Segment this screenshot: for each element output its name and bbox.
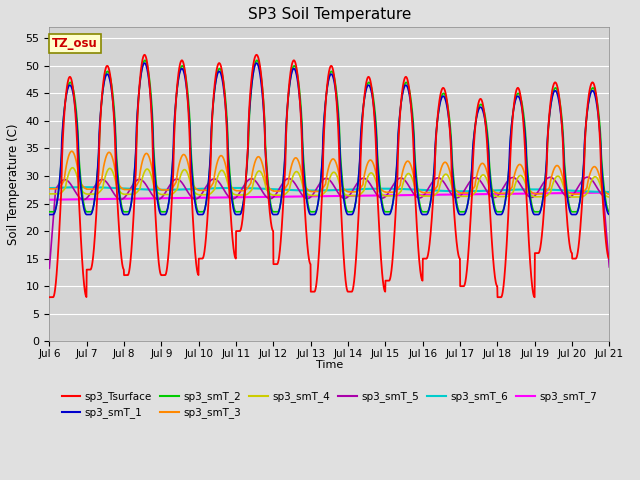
sp3_Tsurface — [492, 281, 500, 287]
Title: SP3 Soil Temperature: SP3 Soil Temperature — [248, 7, 411, 22]
sp3_smT_3 — [556, 166, 564, 172]
sp3_smT_3 — [568, 192, 576, 197]
sp3_smT_5 — [572, 189, 579, 194]
sp3_smT_2 — [253, 58, 260, 63]
sp3_smT_7 — [556, 190, 564, 196]
Line: sp3_smT_2: sp3_smT_2 — [49, 60, 609, 212]
sp3_Tsurface — [45, 294, 53, 300]
sp3_smT_4 — [346, 193, 353, 199]
sp3_smT_7 — [492, 191, 500, 197]
sp3_Tsurface — [605, 256, 613, 262]
sp3_smT_3 — [68, 148, 76, 154]
Line: sp3_smT_1: sp3_smT_1 — [49, 63, 609, 215]
Text: TZ_osu: TZ_osu — [52, 36, 98, 50]
Legend: sp3_Tsurface, sp3_smT_1, sp3_smT_2, sp3_smT_3, sp3_smT_4, sp3_smT_5, sp3_smT_6, : sp3_Tsurface, sp3_smT_1, sp3_smT_2, sp3_… — [58, 387, 601, 422]
sp3_smT_7 — [572, 190, 579, 196]
sp3_smT_3 — [492, 190, 500, 196]
sp3_smT_3 — [202, 188, 209, 193]
Line: sp3_smT_5: sp3_smT_5 — [49, 177, 609, 268]
Line: sp3_smT_4: sp3_smT_4 — [49, 168, 609, 197]
sp3_smT_2 — [202, 203, 209, 209]
sp3_Tsurface — [358, 127, 365, 133]
sp3_smT_6 — [45, 185, 53, 191]
sp3_smT_2 — [45, 209, 53, 215]
sp3_smT_6 — [605, 189, 613, 195]
sp3_smT_5 — [492, 194, 500, 200]
sp3_smT_5 — [584, 174, 591, 180]
sp3_smT_3 — [358, 183, 365, 189]
sp3_Tsurface — [572, 256, 579, 262]
sp3_smT_2 — [358, 120, 365, 125]
sp3_smT_1 — [141, 60, 148, 66]
sp3_smT_1 — [202, 202, 209, 208]
sp3_smT_4 — [202, 192, 209, 198]
sp3_smT_5 — [358, 176, 365, 181]
Line: sp3_smT_3: sp3_smT_3 — [49, 151, 609, 194]
sp3_smT_7 — [605, 190, 613, 195]
sp3_smT_7 — [202, 195, 209, 201]
sp3_smT_7 — [45, 197, 53, 203]
sp3_smT_5 — [556, 185, 564, 191]
sp3_smT_4 — [568, 194, 576, 200]
sp3_smT_1 — [45, 212, 53, 217]
sp3_smT_4 — [492, 193, 500, 199]
sp3_smT_5 — [45, 265, 53, 271]
sp3_smT_4 — [358, 190, 365, 196]
sp3_smT_1 — [358, 118, 365, 123]
Line: sp3_Tsurface: sp3_Tsurface — [49, 55, 609, 297]
sp3_Tsurface — [556, 101, 564, 107]
Line: sp3_smT_6: sp3_smT_6 — [49, 187, 609, 192]
sp3_smT_1 — [605, 212, 613, 217]
sp3_smT_3 — [605, 192, 613, 197]
sp3_smT_5 — [605, 264, 613, 270]
Y-axis label: Soil Temperature (C): Soil Temperature (C) — [7, 123, 20, 245]
sp3_smT_2 — [572, 209, 579, 215]
sp3_smT_4 — [572, 194, 580, 200]
sp3_smT_4 — [605, 194, 613, 200]
sp3_smT_6 — [80, 184, 88, 190]
sp3_smT_5 — [202, 185, 209, 191]
sp3_smT_2 — [492, 208, 500, 214]
sp3_smT_6 — [346, 187, 353, 192]
sp3_smT_2 — [556, 100, 564, 106]
sp3_smT_4 — [45, 191, 53, 197]
sp3_smT_1 — [556, 106, 564, 111]
sp3_smT_3 — [45, 186, 53, 192]
sp3_smT_4 — [556, 175, 564, 180]
sp3_smT_5 — [346, 192, 353, 198]
sp3_smT_6 — [572, 188, 579, 194]
sp3_Tsurface — [202, 237, 209, 243]
sp3_smT_6 — [358, 186, 365, 192]
sp3_smT_6 — [492, 188, 500, 193]
sp3_smT_3 — [572, 192, 580, 197]
sp3_smT_6 — [202, 186, 209, 192]
X-axis label: Time: Time — [316, 360, 343, 370]
sp3_smT_1 — [346, 212, 353, 217]
sp3_smT_2 — [605, 209, 613, 215]
sp3_smT_2 — [346, 209, 353, 215]
sp3_smT_4 — [68, 165, 76, 170]
sp3_Tsurface — [346, 289, 353, 295]
sp3_Tsurface — [141, 52, 148, 58]
Line: sp3_smT_7: sp3_smT_7 — [49, 192, 609, 200]
sp3_smT_7 — [346, 193, 353, 199]
sp3_smT_3 — [346, 189, 353, 195]
sp3_smT_7 — [358, 193, 365, 199]
sp3_smT_1 — [492, 211, 500, 216]
sp3_smT_6 — [556, 187, 564, 193]
sp3_smT_1 — [572, 212, 579, 217]
